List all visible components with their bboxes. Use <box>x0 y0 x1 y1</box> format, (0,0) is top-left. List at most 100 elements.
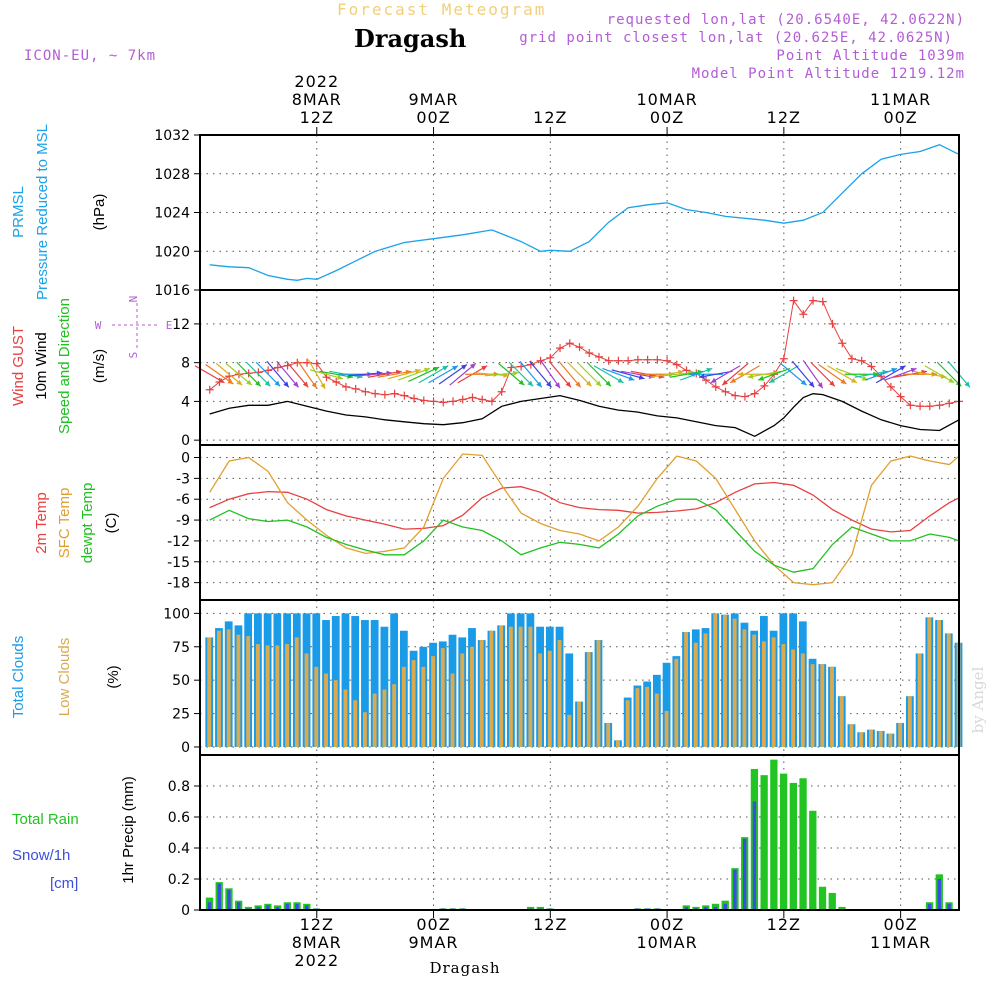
wind-arrow-24 <box>428 365 459 384</box>
wind-arrowhead-33 <box>536 381 542 388</box>
temp-ytick-label-0: 0 <box>181 451 190 467</box>
snow-bar-28 <box>752 801 757 910</box>
wind-arrowhead-75 <box>948 377 955 383</box>
wind-arrow-21 <box>397 367 431 381</box>
temp-ytick-label-1: -3 <box>176 471 190 487</box>
wind-arrow-5 <box>245 361 271 387</box>
top-time-label-2-0: 12Z <box>533 108 567 127</box>
temp-ytick-label-5: -15 <box>167 555 190 571</box>
wind-arrowhead-73 <box>931 371 938 377</box>
gust-marker-75 <box>935 401 944 410</box>
gust-marker-39 <box>585 348 594 357</box>
wind-label-2: Speed and Direction <box>56 298 73 434</box>
wind-arrow-8 <box>276 360 299 388</box>
wind-arrowhead-58 <box>758 375 765 381</box>
low-cloud-bar-19 <box>392 684 397 747</box>
temp-side-labels: 2m Temp SFC Temp dewpt Temp (C) <box>33 483 120 564</box>
snow-bar-27 <box>742 838 747 910</box>
gust-marker-67 <box>857 356 866 365</box>
gust-marker-63 <box>818 297 827 306</box>
low-cloud-bar-39 <box>586 652 591 747</box>
wind-arrow-39 <box>576 361 602 387</box>
wind-arrow-61 <box>791 360 815 388</box>
wind-arrow-29 <box>474 372 509 377</box>
wind-arrowhead-54 <box>722 379 728 386</box>
wind-ytick-label-2: 8 <box>181 356 190 372</box>
low-cloud-bar-70 <box>888 733 893 747</box>
low-cloud-bar-14 <box>343 689 348 747</box>
gust-marker-74 <box>925 402 934 411</box>
wind-arrow-42 <box>602 367 635 381</box>
gust-marker-29 <box>487 397 496 406</box>
top-time-label-3-1: 00Z <box>650 108 684 127</box>
wind-arrowhead-34 <box>546 381 552 388</box>
precip-axes: 0 0.2 0.4 0.6 0.8 <box>168 755 959 919</box>
low-cloud-bar-16 <box>362 712 367 747</box>
t2m-line <box>209 481 960 533</box>
gust-marker-43 <box>624 356 633 365</box>
gust-marker-69 <box>877 372 886 381</box>
wind-arrowhead-65 <box>850 377 857 383</box>
low-cloud-bar-15 <box>353 700 358 747</box>
low-cloud-bar-24 <box>440 648 445 747</box>
low-cloud-bar-47 <box>664 710 669 747</box>
wind-arrowhead-4 <box>255 380 261 387</box>
footer-location: Dragash <box>429 959 500 977</box>
precip-ytick-label-2: 0.4 <box>168 841 190 857</box>
low-cloud-bar-54 <box>732 618 737 747</box>
low-cloud-bar-22 <box>421 666 426 747</box>
temp-ytick-label-6: -18 <box>167 576 190 592</box>
gust-marker-46 <box>653 355 662 364</box>
snow-bar-5 <box>256 906 260 910</box>
wind-arrowhead-3 <box>246 379 252 386</box>
gust-marker-59 <box>779 354 788 363</box>
low-cloud-bar-48 <box>674 658 679 747</box>
low-cloud-bar-68 <box>868 729 873 747</box>
gust-marker-41 <box>604 356 613 365</box>
low-cloud-bar-26 <box>460 653 465 747</box>
snow-bar-26 <box>733 869 737 910</box>
low-cloud-bar-57 <box>761 641 766 747</box>
wind-arrowhead-23 <box>442 365 449 371</box>
low-cloud-bar-66 <box>849 724 854 747</box>
low-cloud-bar-6 <box>265 645 270 747</box>
pressure-line <box>209 143 960 281</box>
gust-marker-26 <box>458 395 467 404</box>
total-cloud-bar-19 <box>390 613 399 747</box>
gust-marker-17 <box>371 389 380 398</box>
compass-n: N <box>127 296 140 303</box>
precip-label-2: [cm] <box>50 875 78 892</box>
total-cloud-bar-37 <box>565 653 574 747</box>
gust-marker-21 <box>410 394 419 403</box>
precip-label-1: Snow/1h <box>12 847 70 864</box>
wind-arrow-64 <box>818 364 847 385</box>
wind-arrowhead-42 <box>628 375 635 381</box>
rain-bar-37 <box>838 906 846 910</box>
rain-bar-33 <box>799 778 807 910</box>
gust-marker-48 <box>672 360 681 369</box>
top-time-label-4-0: 12Z <box>767 108 801 127</box>
cloud-label-0: Total Clouds <box>10 636 27 719</box>
snow-bar-3 <box>236 902 241 910</box>
wind-arrow-44 <box>621 370 655 378</box>
snow-bar-24 <box>713 906 718 910</box>
gust-marker-52 <box>711 382 720 391</box>
cloud-ytick-label-2: 50 <box>172 673 190 689</box>
temp-frame <box>199 444 960 601</box>
low-cloud-bar-12 <box>324 673 328 747</box>
snow-bar-23 <box>704 906 708 910</box>
gust-marker-5 <box>254 368 263 377</box>
cloud-ytick-label-3: 75 <box>172 640 190 656</box>
total-cloud-bar-18 <box>380 626 389 747</box>
wind-arrow-9 <box>285 360 309 388</box>
wind-arrow-11 <box>307 359 326 390</box>
bottom-time-label-0-2: 2022 <box>294 951 339 970</box>
wind-label-1: 10m Wind <box>33 332 50 400</box>
wind-arrow-13 <box>319 370 354 378</box>
low-cloud-bar-59 <box>781 644 786 747</box>
gust-marker-70 <box>886 382 895 391</box>
cloud-axes: 0 25 50 75 100 <box>163 600 959 756</box>
low-cloud-bar-76 <box>946 633 951 747</box>
low-cloud-bar-21 <box>411 660 416 747</box>
